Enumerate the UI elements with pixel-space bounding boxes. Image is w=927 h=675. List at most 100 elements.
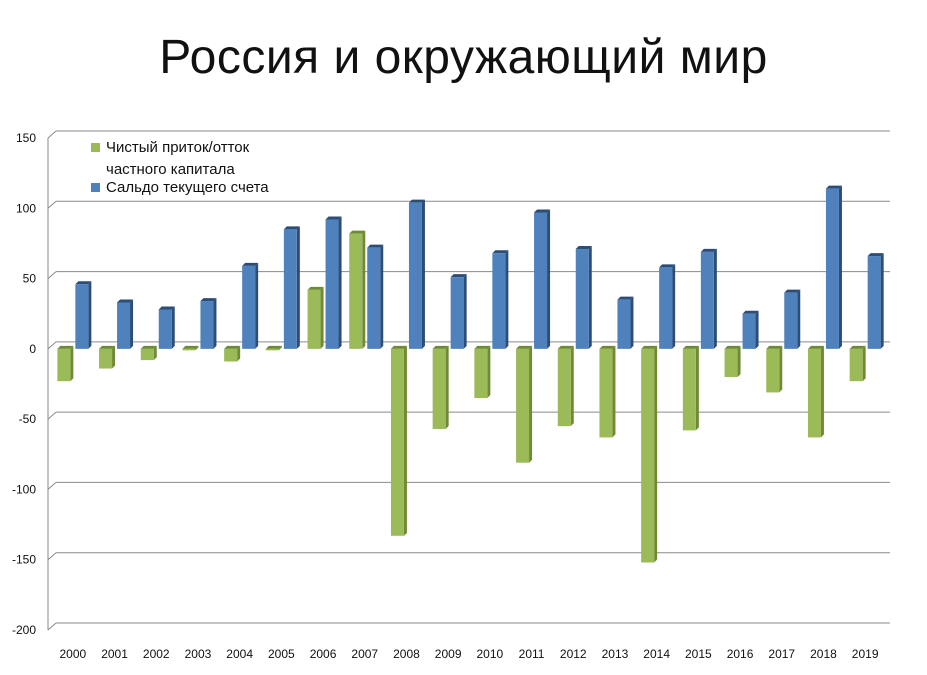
y-tick-label: 50 xyxy=(23,272,37,286)
gridlines xyxy=(47,130,890,631)
bar-capital-flow-2003 xyxy=(182,345,199,351)
bar-side xyxy=(820,345,824,438)
bar-side xyxy=(838,185,842,349)
bar-top xyxy=(599,345,616,349)
bar-side xyxy=(237,345,241,362)
bar-side xyxy=(421,199,425,349)
bar-current-account-2018 xyxy=(825,185,842,349)
bar-current-account-2007 xyxy=(367,244,384,349)
bar-current-account-2011 xyxy=(534,209,551,349)
bar-face xyxy=(742,313,756,349)
bar-face xyxy=(682,348,696,431)
bar-capital-flow-2013 xyxy=(599,345,616,438)
bar-current-account-2010 xyxy=(492,250,509,349)
x-tick-label: 2009 xyxy=(435,647,462,661)
bar-capital-flow-2015 xyxy=(682,345,699,431)
bar-face xyxy=(224,348,238,362)
bars xyxy=(57,185,884,563)
bar-face xyxy=(599,348,613,438)
bar-top xyxy=(390,345,407,349)
bar-side xyxy=(737,345,741,377)
bar-current-account-2006 xyxy=(325,216,342,349)
bar-face xyxy=(492,253,506,349)
legend-item-current-account: Сальдо текущего счета xyxy=(91,179,269,196)
bar-face xyxy=(307,289,321,349)
bar-capital-flow-2002 xyxy=(140,345,157,361)
x-tick-label: 2016 xyxy=(727,647,754,661)
gridline-depth xyxy=(47,341,57,350)
bar-top xyxy=(450,274,467,278)
gridline-depth xyxy=(47,271,57,279)
x-tick-label: 2011 xyxy=(519,647,545,661)
bar-face xyxy=(390,348,404,536)
bar-face xyxy=(367,247,381,349)
x-tick-label: 2018 xyxy=(810,647,837,661)
y-tick-label: -100 xyxy=(12,482,36,496)
bar-top xyxy=(534,209,551,213)
bar-current-account-2019 xyxy=(867,253,884,349)
bar-face xyxy=(140,348,154,361)
bar-face xyxy=(617,299,631,349)
bar-face xyxy=(349,233,363,349)
bar-capital-flow-2006 xyxy=(307,286,324,349)
legend-label: Чистый приток/отток xyxy=(106,139,250,156)
bar-face xyxy=(659,267,673,349)
bar-face xyxy=(825,188,839,349)
bar-current-account-2005 xyxy=(283,226,300,349)
gridline-depth xyxy=(47,552,57,561)
gridline-depth xyxy=(47,482,57,490)
x-tick-label: 2015 xyxy=(685,647,712,661)
bar-current-account-2017 xyxy=(784,289,801,349)
bar-side xyxy=(695,345,699,431)
bar-top xyxy=(140,345,157,349)
bar-side xyxy=(672,264,676,349)
bar-face xyxy=(784,292,798,349)
x-tick-label: 2000 xyxy=(59,647,86,661)
bar-capital-flow-2000 xyxy=(57,345,74,382)
x-tick-label: 2006 xyxy=(310,647,337,661)
bar-top xyxy=(641,345,658,349)
bar-face xyxy=(265,348,279,351)
slide-title: Россия и окружающий мир xyxy=(159,31,768,84)
bar-side xyxy=(797,289,801,349)
legend-swatch xyxy=(91,143,100,152)
bar-top xyxy=(432,345,449,349)
gridline-depth xyxy=(47,622,57,631)
bar-current-account-2003 xyxy=(200,298,217,349)
bar-capital-flow-2010 xyxy=(474,345,491,399)
bar-side xyxy=(88,281,92,349)
bar-side xyxy=(880,253,884,349)
bar-face xyxy=(158,309,172,349)
bar-face xyxy=(242,265,256,349)
x-tick-label: 2019 xyxy=(852,647,879,661)
bar-current-account-2004 xyxy=(242,262,259,349)
bar-top xyxy=(557,345,574,349)
bar-top xyxy=(325,216,342,220)
bar-current-account-2016 xyxy=(742,310,759,349)
bar-capital-flow-2001 xyxy=(99,345,116,369)
bar-face xyxy=(766,348,780,393)
bar-top xyxy=(265,345,282,349)
x-tick-label: 2005 xyxy=(268,647,295,661)
bar-top xyxy=(158,306,175,310)
bar-side xyxy=(195,345,199,351)
bar-face xyxy=(807,348,821,438)
bar-face xyxy=(474,348,488,399)
bar-top xyxy=(99,345,116,349)
bar-side xyxy=(213,298,217,349)
gridline-depth xyxy=(47,130,57,139)
bar-face xyxy=(99,348,113,369)
bar-face xyxy=(516,348,530,463)
bar-side xyxy=(153,345,157,361)
gridline-depth xyxy=(47,411,57,420)
bar-face xyxy=(641,348,655,563)
bar-side xyxy=(570,345,574,427)
bar-side xyxy=(255,262,259,349)
bar-side xyxy=(278,345,282,351)
bar-side xyxy=(338,216,342,349)
bar-top xyxy=(182,345,199,349)
bar-face xyxy=(57,348,71,382)
bar-top xyxy=(724,345,741,349)
bar-top xyxy=(200,298,217,302)
